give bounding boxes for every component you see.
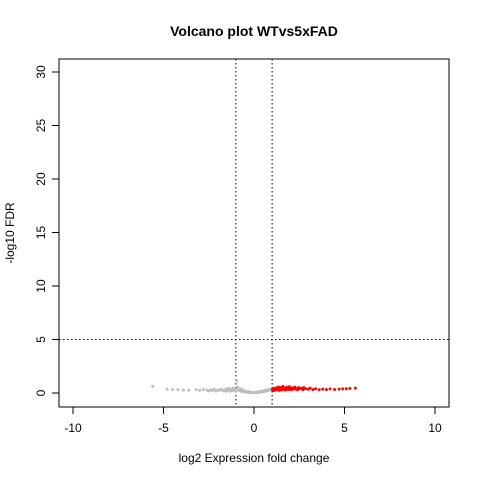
data-point <box>234 389 238 393</box>
data-point <box>344 387 348 391</box>
data-point <box>236 385 240 389</box>
data-point <box>198 388 202 392</box>
data-point <box>187 388 191 392</box>
x-tick-label: -10 <box>64 421 82 435</box>
data-point <box>333 387 337 391</box>
data-point <box>308 386 312 390</box>
data-point <box>321 387 325 391</box>
y-axis: 0 5 10 15 20 25 30 <box>34 65 60 396</box>
data-point <box>337 387 341 391</box>
x-axis-label: log2 Expression fold change <box>179 451 330 465</box>
y-tick-label: 15 <box>34 226 48 240</box>
data-point <box>181 388 185 392</box>
data-point <box>212 387 216 391</box>
plot-frame <box>58 58 450 408</box>
data-point <box>317 388 321 392</box>
threshold-lines <box>59 59 449 407</box>
y-tick-label: 5 <box>34 336 48 343</box>
data-point <box>165 387 169 391</box>
data-point <box>353 386 357 390</box>
data-point <box>324 388 328 392</box>
data-point <box>194 388 198 392</box>
data-point <box>176 388 180 392</box>
data-point <box>348 387 352 391</box>
data-point <box>276 385 280 389</box>
data-point <box>341 387 345 391</box>
y-tick-label: 0 <box>34 389 48 396</box>
y-tick-label: 10 <box>34 279 48 293</box>
data-point <box>235 379 239 383</box>
x-tick-label: -5 <box>158 421 169 435</box>
data-point <box>201 387 205 391</box>
data-point <box>304 387 308 391</box>
x-axis: -10 -5 0 5 10 <box>64 406 442 435</box>
data-point <box>171 388 175 392</box>
data-points <box>151 379 357 395</box>
data-point <box>328 387 332 391</box>
y-tick-label: 20 <box>34 172 48 186</box>
data-point <box>151 384 155 388</box>
x-tick-label: 10 <box>428 421 442 435</box>
data-point <box>281 384 285 388</box>
data-point <box>311 388 315 392</box>
x-tick-label: 5 <box>341 421 348 435</box>
y-tick-label: 30 <box>34 65 48 79</box>
chart-title: Volcano plot WTvs5xFAD <box>170 23 338 39</box>
y-tick-label: 25 <box>34 119 48 133</box>
data-point <box>314 387 318 391</box>
y-axis-label: -log10 FDR <box>3 202 17 264</box>
x-tick-label: 0 <box>251 421 258 435</box>
